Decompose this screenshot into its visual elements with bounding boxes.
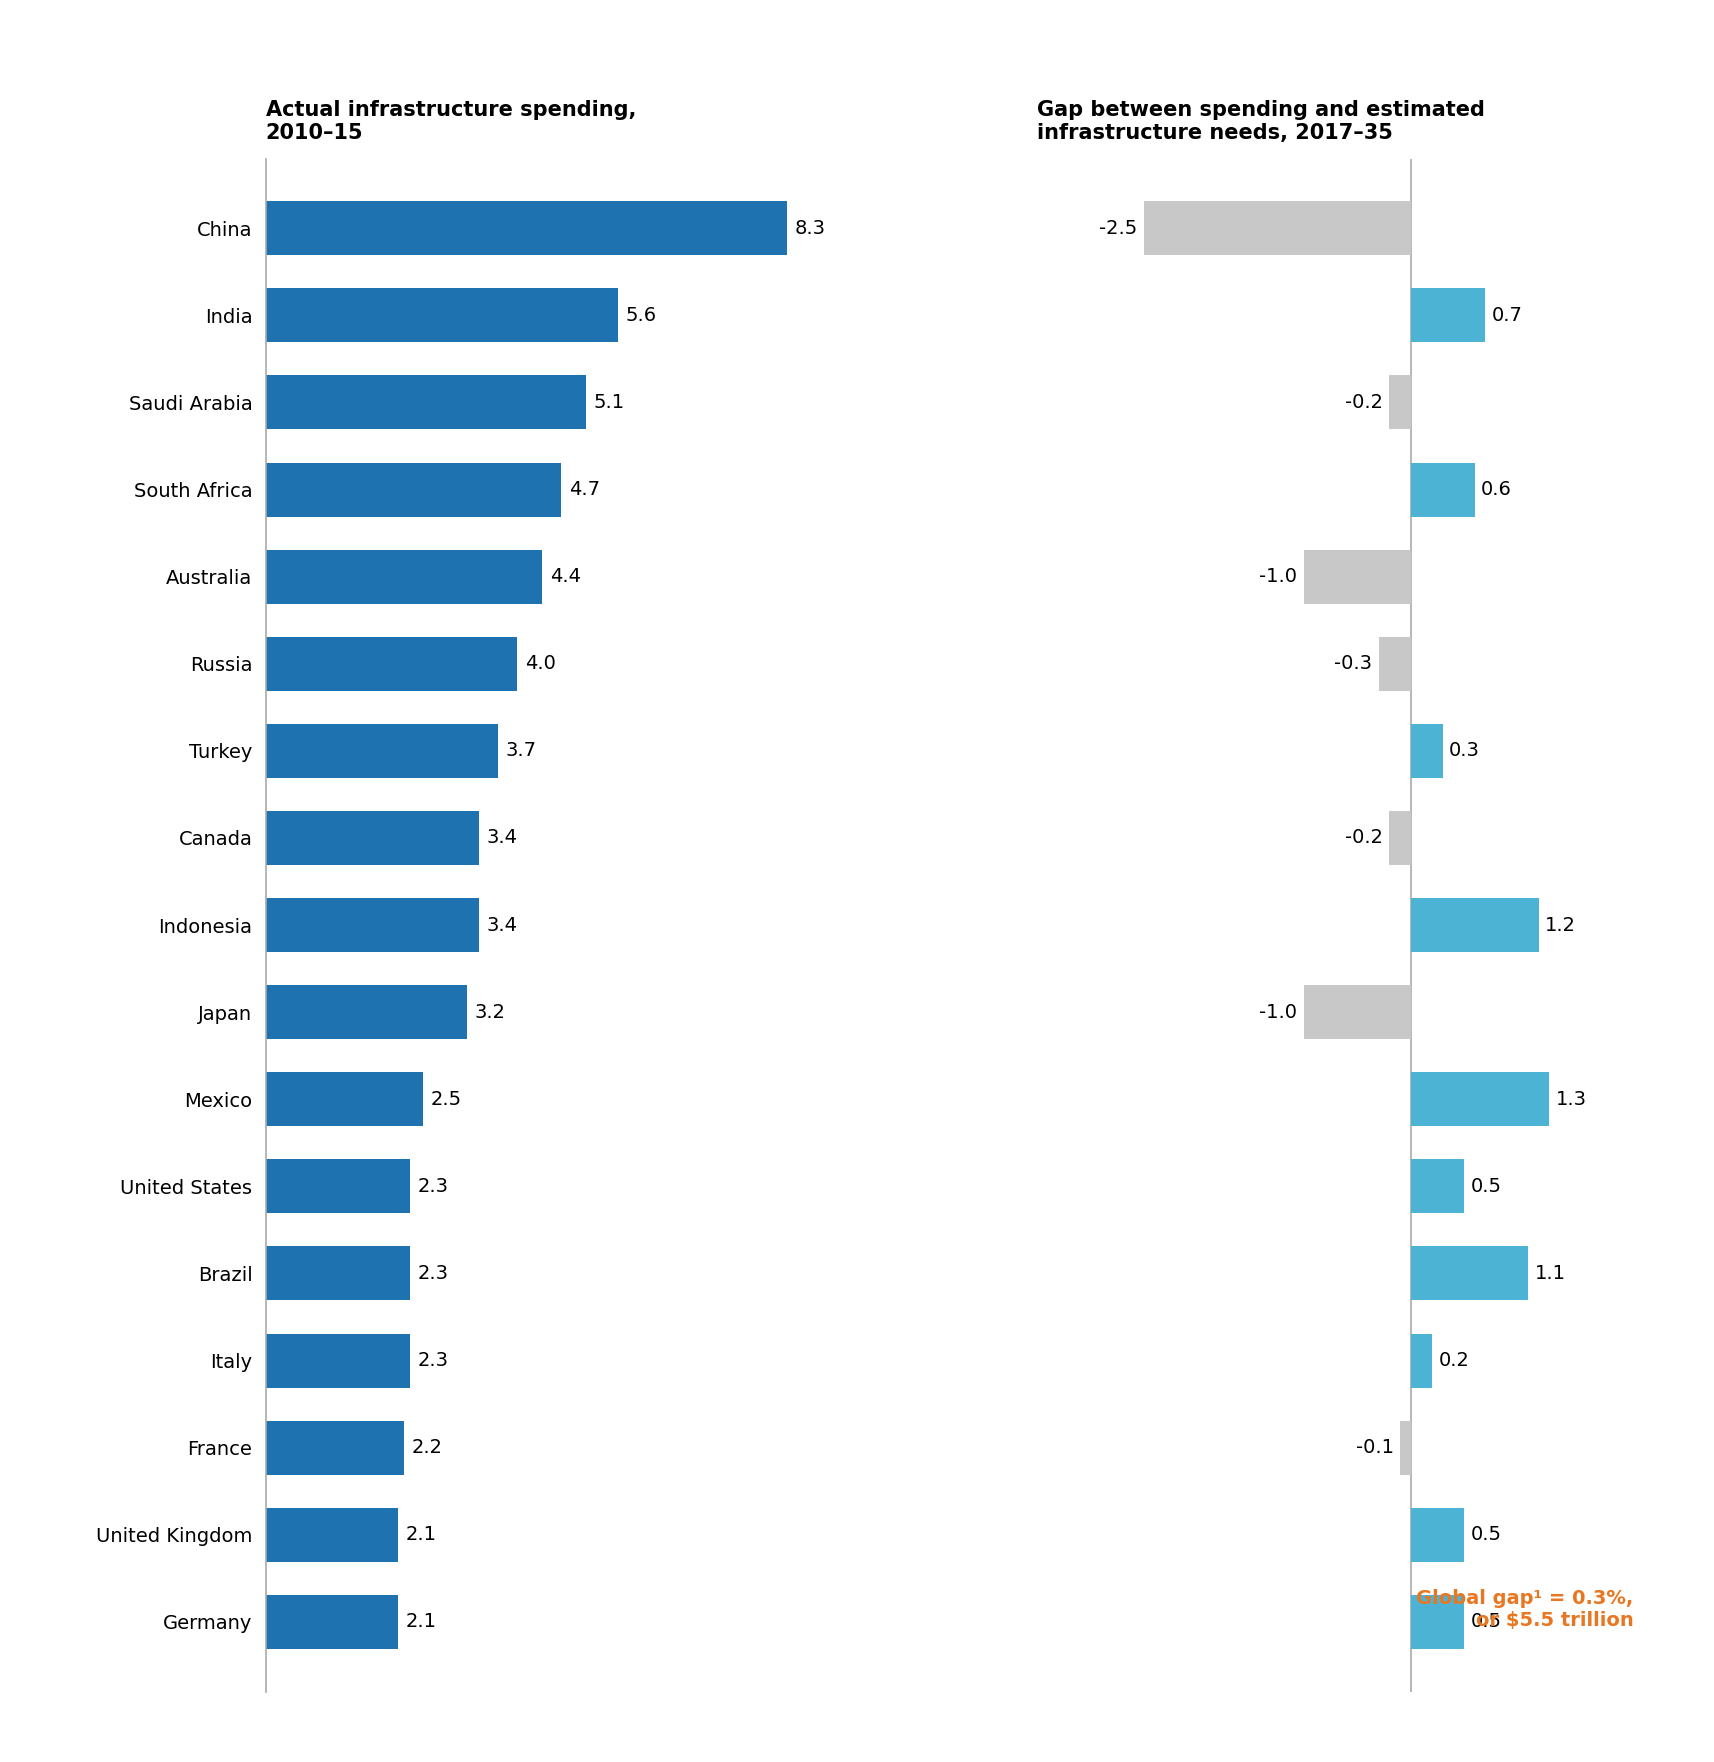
Bar bbox=[266, 1420, 405, 1475]
Bar bbox=[1400, 1420, 1411, 1475]
Bar bbox=[266, 550, 542, 604]
Bar bbox=[266, 201, 787, 255]
Bar bbox=[1411, 1246, 1527, 1300]
Text: -1.0: -1.0 bbox=[1260, 1003, 1297, 1022]
Bar bbox=[266, 1159, 410, 1214]
Bar bbox=[266, 1246, 410, 1300]
Text: -1.0: -1.0 bbox=[1260, 567, 1297, 587]
Bar bbox=[266, 289, 617, 342]
Text: Actual infrastructure spending,
2010–15: Actual infrastructure spending, 2010–15 bbox=[266, 100, 636, 143]
Text: 3.7: 3.7 bbox=[506, 742, 536, 761]
Bar bbox=[1304, 985, 1411, 1040]
Text: 8.3: 8.3 bbox=[795, 218, 826, 238]
Text: -0.3: -0.3 bbox=[1333, 654, 1373, 673]
Text: 3.4: 3.4 bbox=[487, 828, 518, 848]
Text: 1.2: 1.2 bbox=[1544, 916, 1577, 934]
Bar bbox=[266, 375, 586, 430]
Text: 4.0: 4.0 bbox=[524, 654, 555, 673]
Text: 1.1: 1.1 bbox=[1534, 1263, 1565, 1283]
Text: 0.7: 0.7 bbox=[1491, 307, 1522, 324]
Bar bbox=[1411, 724, 1443, 777]
Text: 2.1: 2.1 bbox=[405, 1526, 435, 1544]
Text: 2.3: 2.3 bbox=[418, 1351, 449, 1371]
Bar bbox=[1411, 463, 1474, 516]
Text: 2.5: 2.5 bbox=[430, 1089, 461, 1108]
Text: Gap between spending and estimated
infrastructure needs, 2017–35: Gap between spending and estimated infra… bbox=[1037, 100, 1484, 143]
Text: -2.5: -2.5 bbox=[1099, 218, 1138, 238]
Bar bbox=[1304, 550, 1411, 604]
Text: 2.2: 2.2 bbox=[411, 1438, 442, 1457]
Bar bbox=[1411, 289, 1486, 342]
Bar bbox=[266, 811, 480, 865]
Text: 3.2: 3.2 bbox=[475, 1003, 506, 1022]
Bar bbox=[1411, 1159, 1464, 1214]
Text: 0.5: 0.5 bbox=[1471, 1526, 1501, 1544]
Bar bbox=[1411, 1508, 1464, 1561]
Bar bbox=[266, 1073, 423, 1126]
Text: 1.3: 1.3 bbox=[1556, 1089, 1587, 1108]
Bar bbox=[266, 636, 518, 691]
Text: 4.4: 4.4 bbox=[550, 567, 581, 587]
Text: 0.2: 0.2 bbox=[1438, 1351, 1469, 1371]
Text: 0.3: 0.3 bbox=[1448, 742, 1479, 761]
Text: 0.5: 0.5 bbox=[1471, 1612, 1501, 1632]
Text: 3.4: 3.4 bbox=[487, 916, 518, 934]
Bar bbox=[1411, 1595, 1464, 1649]
Text: 0.6: 0.6 bbox=[1481, 479, 1512, 499]
Bar bbox=[266, 463, 560, 516]
Text: -0.1: -0.1 bbox=[1356, 1438, 1393, 1457]
Bar bbox=[1411, 1334, 1431, 1387]
Bar bbox=[1411, 899, 1539, 951]
Bar bbox=[1390, 375, 1411, 430]
Bar bbox=[1390, 811, 1411, 865]
Bar bbox=[266, 1508, 398, 1561]
Text: -0.2: -0.2 bbox=[1345, 393, 1383, 412]
Bar bbox=[266, 724, 499, 777]
Bar bbox=[1411, 1073, 1549, 1126]
Text: -0.2: -0.2 bbox=[1345, 828, 1383, 848]
Text: Global gap¹ = 0.3%,
or $5.5 trillion: Global gap¹ = 0.3%, or $5.5 trillion bbox=[1416, 1589, 1633, 1630]
Bar bbox=[266, 1595, 398, 1649]
Bar bbox=[266, 985, 466, 1040]
Bar bbox=[266, 1334, 410, 1387]
Text: 2.3: 2.3 bbox=[418, 1263, 449, 1283]
Bar bbox=[1143, 201, 1411, 255]
Bar bbox=[1378, 636, 1411, 691]
Text: 0.5: 0.5 bbox=[1471, 1177, 1501, 1196]
Text: 4.7: 4.7 bbox=[569, 479, 600, 499]
Text: 5.6: 5.6 bbox=[626, 307, 656, 324]
Text: 2.3: 2.3 bbox=[418, 1177, 449, 1196]
Bar bbox=[266, 899, 480, 951]
Text: 5.1: 5.1 bbox=[593, 393, 626, 412]
Text: 2.1: 2.1 bbox=[405, 1612, 435, 1632]
